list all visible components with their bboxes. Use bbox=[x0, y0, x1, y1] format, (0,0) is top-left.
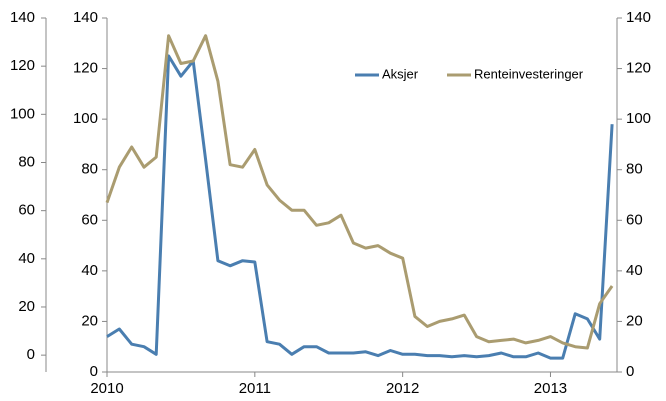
line-series bbox=[106, 54, 614, 360]
x-tick-label: 2013 bbox=[534, 380, 567, 397]
y3-tick-label: 100 bbox=[10, 105, 35, 122]
y2-tick-label: 140 bbox=[626, 9, 651, 26]
legend-label: Renteinvesteringer bbox=[474, 66, 584, 81]
y3-tick-label: 80 bbox=[18, 153, 35, 170]
y-tick-label: 80 bbox=[81, 161, 98, 178]
y3-tick-label: 140 bbox=[10, 9, 35, 26]
y-tick-label: 20 bbox=[81, 312, 98, 329]
x-tick-label: 2012 bbox=[386, 380, 419, 397]
y-tick-label: 0 bbox=[90, 363, 98, 380]
y-tick-label: 60 bbox=[81, 211, 98, 228]
y-tick-label: 100 bbox=[73, 110, 98, 127]
line-series bbox=[105, 34, 614, 350]
legend-label: Aksjer bbox=[382, 66, 419, 81]
y2-tick-label: 60 bbox=[626, 211, 643, 228]
y3-tick-label: 40 bbox=[18, 250, 35, 267]
y2-tick-label: 100 bbox=[626, 110, 651, 127]
y3-tick-label: 0 bbox=[27, 346, 35, 363]
y2-tick-label: 20 bbox=[626, 312, 643, 329]
x-tick-label: 2010 bbox=[90, 380, 123, 397]
y2-tick-label: 40 bbox=[626, 262, 643, 279]
y3-tick-label: 20 bbox=[18, 298, 35, 315]
x-tick-label: 2011 bbox=[239, 380, 271, 397]
y-tick-label: 40 bbox=[81, 262, 98, 279]
y2-tick-label: 0 bbox=[626, 363, 634, 380]
y2-tick-label: 80 bbox=[626, 161, 643, 178]
y2-tick-label: 120 bbox=[626, 60, 651, 77]
y3-tick-label: 120 bbox=[10, 57, 35, 74]
y3-tick-label: 60 bbox=[18, 202, 35, 219]
y-tick-label: 140 bbox=[73, 9, 98, 26]
y-tick-label: 120 bbox=[73, 60, 98, 77]
